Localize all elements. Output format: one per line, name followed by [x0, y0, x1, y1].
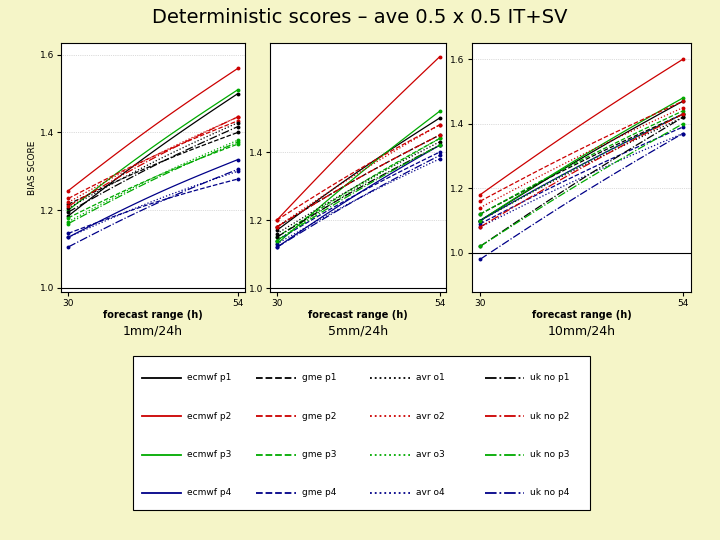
Text: gme p1: gme p1 — [302, 373, 336, 382]
Text: uk no p3: uk no p3 — [530, 450, 570, 459]
Y-axis label: BIAS SCORE: BIAS SCORE — [28, 140, 37, 194]
Text: 1mm/24h: 1mm/24h — [123, 324, 183, 337]
Text: ecmwf p4: ecmwf p4 — [187, 489, 231, 497]
Text: ecmwf p1: ecmwf p1 — [187, 373, 232, 382]
Text: ecmwf p3: ecmwf p3 — [187, 450, 232, 459]
Text: avr o1: avr o1 — [416, 373, 444, 382]
Text: uk no p1: uk no p1 — [530, 373, 570, 382]
Text: gme p2: gme p2 — [302, 411, 336, 421]
Text: avr o3: avr o3 — [416, 450, 444, 459]
X-axis label: forecast range (h): forecast range (h) — [308, 310, 408, 320]
Text: gme p4: gme p4 — [302, 489, 336, 497]
Text: avr o2: avr o2 — [416, 411, 444, 421]
X-axis label: forecast range (h): forecast range (h) — [531, 310, 631, 320]
Text: uk no p4: uk no p4 — [530, 489, 570, 497]
Text: uk no p2: uk no p2 — [530, 411, 570, 421]
Text: 10mm/24h: 10mm/24h — [547, 324, 616, 337]
Text: gme p3: gme p3 — [302, 450, 336, 459]
Text: Deterministic scores – ave 0.5 x 0.5 IT+SV: Deterministic scores – ave 0.5 x 0.5 IT+… — [152, 8, 568, 27]
X-axis label: forecast range (h): forecast range (h) — [103, 310, 203, 320]
Text: 5mm/24h: 5mm/24h — [328, 324, 388, 337]
Text: avr o4: avr o4 — [416, 489, 444, 497]
Text: ecmwf p2: ecmwf p2 — [187, 411, 231, 421]
